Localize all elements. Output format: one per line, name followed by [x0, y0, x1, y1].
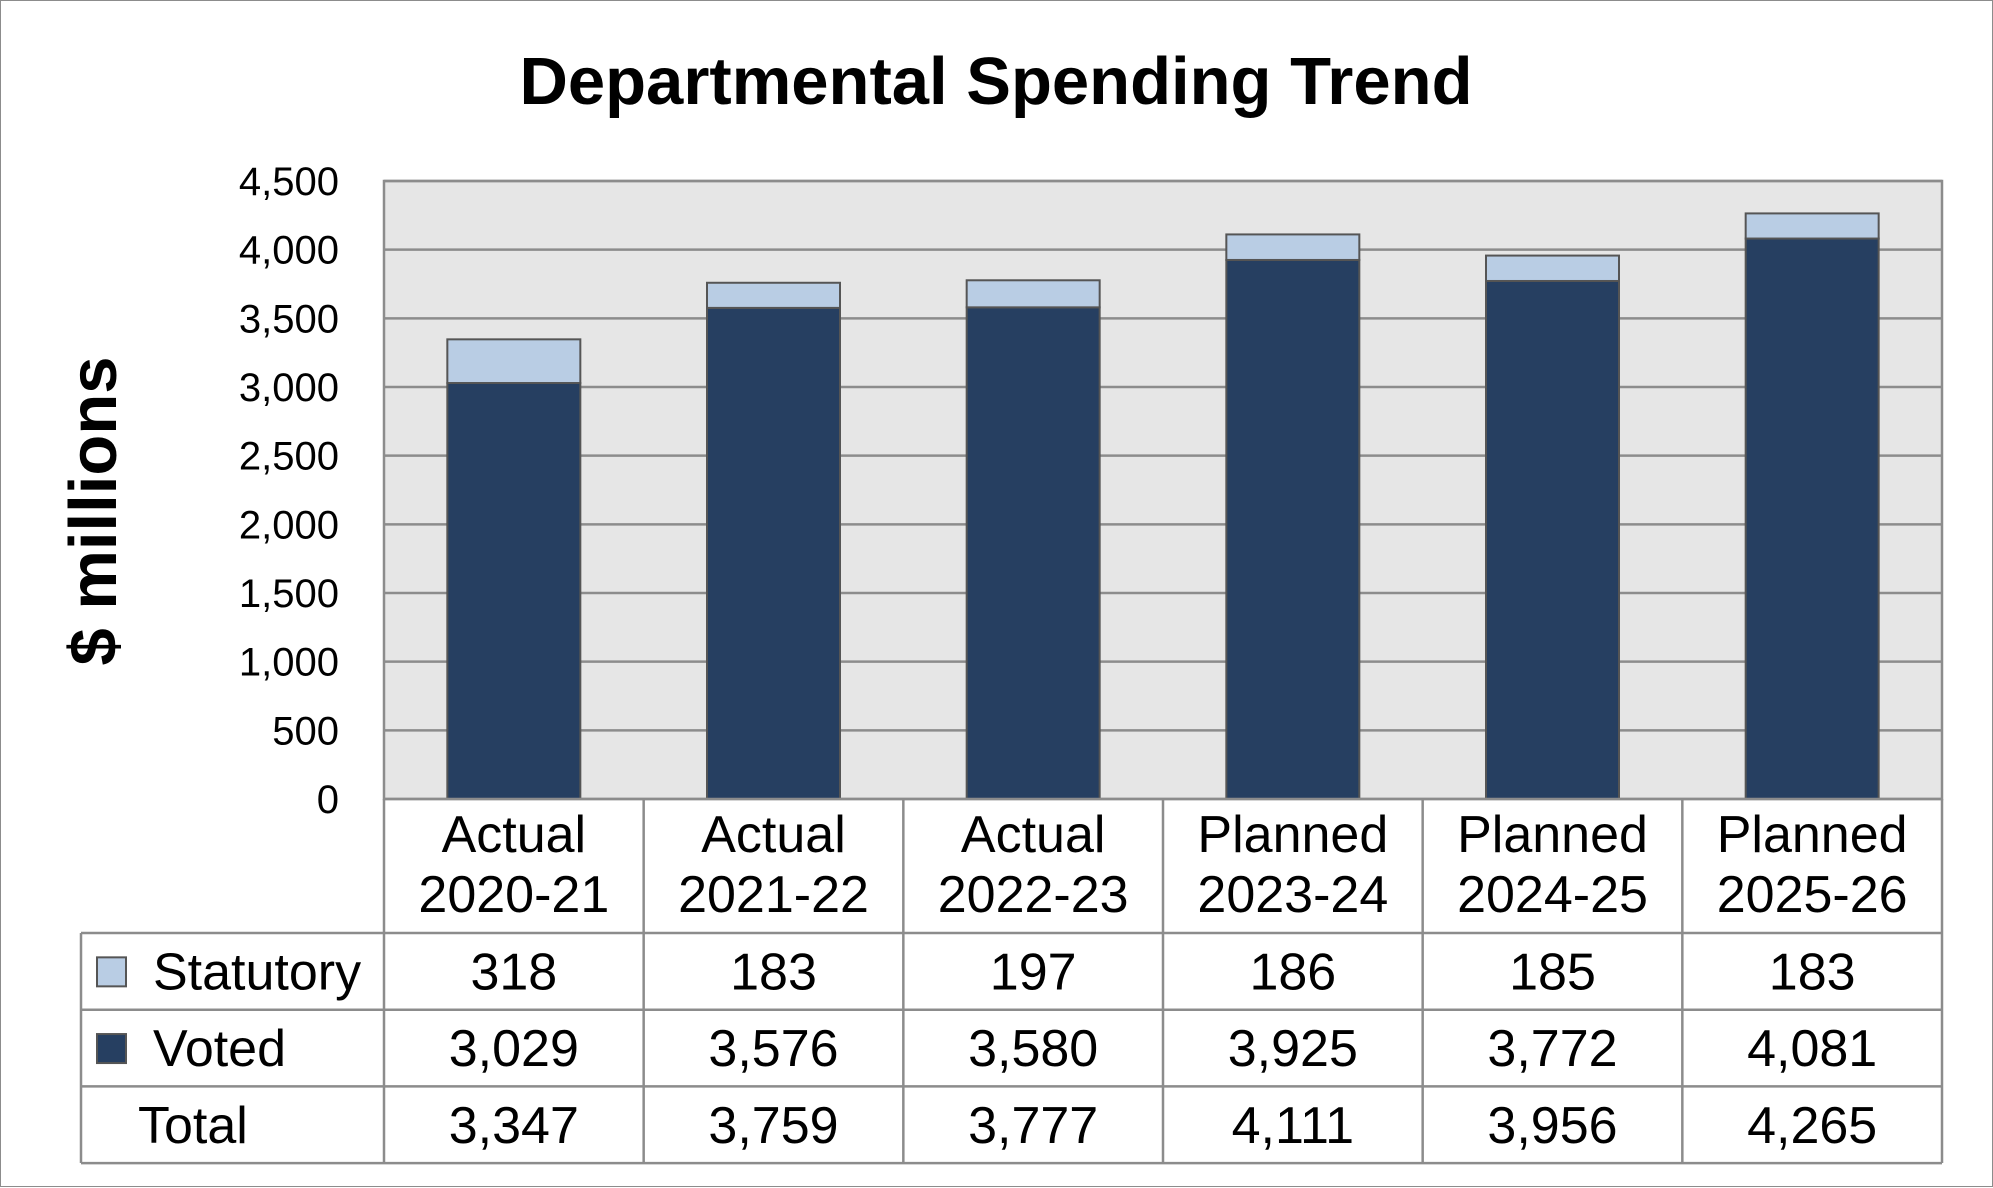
table-cell: 3,576	[708, 1020, 838, 1078]
y-tick-label: 2,000	[239, 503, 339, 547]
bar-voted	[1485, 279, 1620, 801]
category-label-line: 2023-24	[1197, 866, 1388, 924]
table-cell: 185	[1509, 943, 1596, 1001]
y-tick-label: 1,000	[239, 641, 339, 685]
bar-voted	[446, 382, 582, 800]
table-cell: 4,081	[1747, 1020, 1877, 1078]
table-cell: 3,925	[1228, 1020, 1358, 1078]
y-tick-label: 4,000	[239, 229, 339, 273]
y-tick-label: 4,500	[239, 160, 339, 204]
y-tick-label: 3,000	[239, 366, 339, 410]
y-tick-label: 500	[272, 709, 339, 753]
category-label: Actual 2020-21	[418, 806, 609, 924]
table-cell: 3,029	[449, 1020, 579, 1078]
plot-background	[384, 181, 1942, 799]
bar-voted	[965, 306, 1101, 800]
table-cell: 3,777	[968, 1097, 1098, 1155]
category-label: Planned 2024-25	[1457, 806, 1648, 924]
bar-voted	[1744, 237, 1880, 800]
bar-voted	[1225, 258, 1361, 800]
category-label: Planned 2025-26	[1717, 806, 1908, 924]
table-cell: 3,772	[1487, 1020, 1617, 1078]
category-label-line: Planned	[1717, 806, 1908, 864]
table-row-label: Statutory	[153, 943, 361, 1001]
y-tick-label: 1,500	[239, 572, 339, 616]
bar-statutory	[706, 281, 841, 309]
y-tick-label: 0	[317, 778, 339, 822]
table-cell: 4,265	[1747, 1097, 1877, 1155]
category-label-line: 2021-22	[678, 866, 869, 924]
category-label-line: Actual	[961, 806, 1106, 864]
bar-voted	[706, 306, 841, 800]
table-cell: 318	[470, 943, 557, 1001]
table-cell: 186	[1249, 943, 1336, 1001]
category-label: Actual 2021-22	[678, 806, 869, 924]
legend-swatch	[96, 1033, 127, 1065]
bar-statutory	[446, 338, 582, 385]
category-label: Actual 2022-23	[938, 806, 1129, 924]
table-row-label: Total	[138, 1097, 248, 1155]
category-label-line: Actual	[442, 806, 587, 864]
category-label-line: 2022-23	[938, 866, 1129, 924]
table-cell: 4,111	[1232, 1097, 1354, 1155]
category-label-line: Actual	[701, 806, 846, 864]
table-cell: 183	[730, 943, 817, 1001]
category-label-line: 2025-26	[1717, 866, 1908, 924]
category-label-line: Planned	[1457, 806, 1648, 864]
table-row-label: Voted	[153, 1020, 286, 1078]
table-cell: 3,347	[449, 1097, 579, 1155]
table-cell: 197	[990, 943, 1077, 1001]
category-label-line: 2020-21	[418, 866, 609, 924]
table-cell: 183	[1769, 943, 1856, 1001]
bar-statutory	[1225, 233, 1361, 261]
table-cell: 3,956	[1487, 1097, 1617, 1155]
chart-title: Departmental Spending Trend	[519, 44, 1472, 119]
category-label: Planned 2023-24	[1197, 806, 1388, 924]
bar-statutory	[1485, 254, 1620, 282]
bar-statutory	[965, 279, 1101, 309]
table-cell: 3,759	[708, 1097, 838, 1155]
table-cell: 3,580	[968, 1020, 1098, 1078]
category-label-line: 2024-25	[1457, 866, 1648, 924]
plot-area: 0 500 1,000 1,500 2,000 2,500 3,000 3,500 4,000 4…	[239, 160, 1944, 822]
y-axis-label: $ millions	[56, 356, 131, 665]
bar-statutory	[1744, 212, 1880, 240]
y-tick-label: 3,500	[239, 297, 339, 341]
y-tick-label: 2,500	[239, 435, 339, 479]
legend-swatch	[96, 956, 127, 988]
category-label-line: Planned	[1197, 806, 1388, 864]
